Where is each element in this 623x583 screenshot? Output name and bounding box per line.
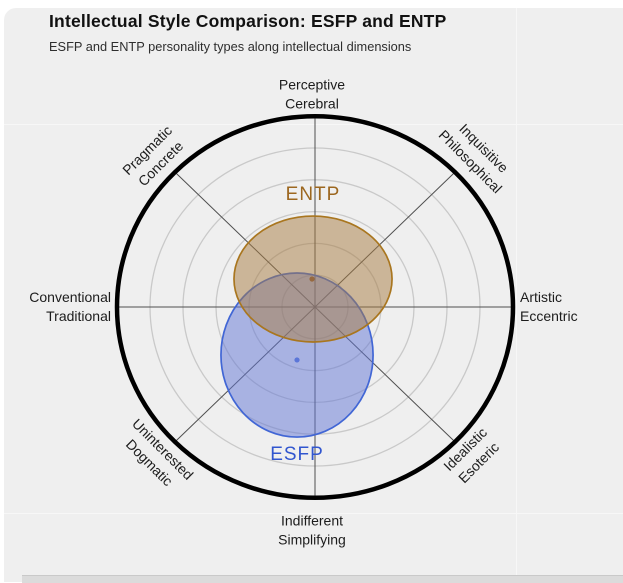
background-seam [4,513,623,514]
axis-label-right: Artistic Eccentric [520,289,578,324]
axis-label-bottom: Indifferent Simplifying [278,512,346,547]
axis-label-top: Perceptive Cerebral [278,76,346,111]
background-seam [4,124,623,125]
axis-label-left: Conventional Traditional [29,289,111,324]
page-title: Intellectual Style Comparison: ESFP and … [49,11,447,31]
series-label-esfp: ESFP [270,444,324,465]
page-subtitle: ESFP and ENTP personality types along in… [49,39,412,54]
chart-header: Intellectual Style Comparison: ESFP and … [49,11,446,54]
horizontal-scrollbar[interactable] [22,575,623,583]
background-seam [516,8,517,582]
series-label-entp: ENTP [285,184,341,205]
